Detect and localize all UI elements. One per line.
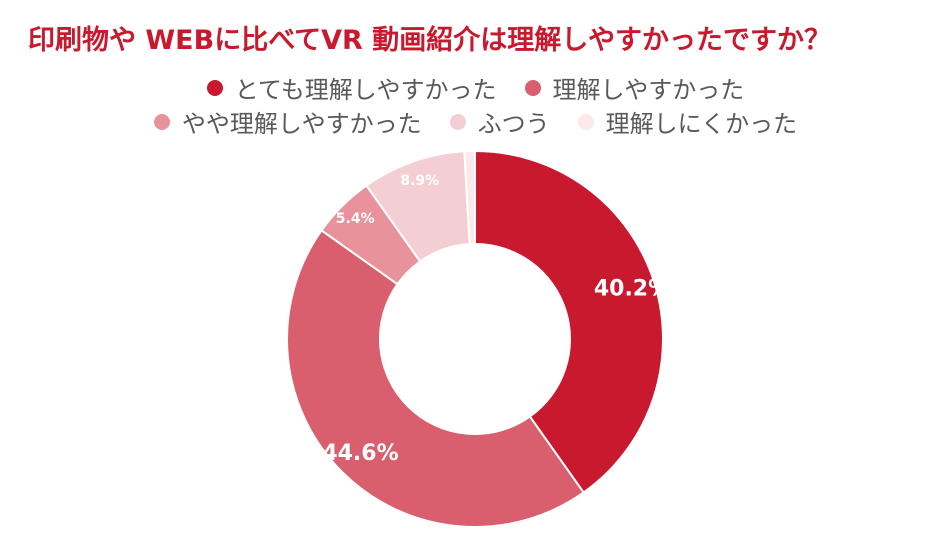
legend-swatch-hard xyxy=(577,113,594,130)
legend-label-easy: 理解しやすかった xyxy=(552,76,745,104)
data-label-neutral: 8.9% xyxy=(400,173,439,189)
legend-label-very-easy: とても理解しやすかった xyxy=(234,76,497,104)
slice-hard xyxy=(463,149,476,246)
legend-swatch-very-easy xyxy=(206,79,223,96)
legend-label-hard: 理解しにくかった xyxy=(605,110,798,138)
legend-item-very-easy: とても理解しやすかった xyxy=(206,70,497,105)
data-label-somewhat-easy: 5.4% xyxy=(336,211,375,227)
legend-item-somewhat-easy: やや理解しやすかった xyxy=(153,104,422,139)
legend-row-2: やや理解しやすかった ふつう 理解しにくかった xyxy=(0,104,951,139)
legend-swatch-neutral xyxy=(449,113,466,130)
data-label-easy: 44.6% xyxy=(322,441,398,466)
slice-very-easy xyxy=(474,149,664,494)
chart-title: 印刷物や WEBに比べてVR 動画紹介は理解しやすかったですか？ xyxy=(28,25,831,56)
legend-swatch-somewhat-easy xyxy=(153,113,170,130)
data-label-very-easy: 40.2% xyxy=(594,277,670,302)
legend-item-neutral: ふつう xyxy=(449,104,550,139)
slice-easy xyxy=(286,229,585,528)
legend-row-1: とても理解しやすかった 理解しやすかった xyxy=(0,70,951,105)
legend-label-somewhat-easy: やや理解しやすかった xyxy=(181,110,422,138)
legend-item-hard: 理解しにくかった xyxy=(577,104,798,139)
legend-item-easy: 理解しやすかった xyxy=(524,70,745,105)
legend-swatch-easy xyxy=(524,79,541,96)
legend-label-neutral: ふつう xyxy=(477,110,550,138)
